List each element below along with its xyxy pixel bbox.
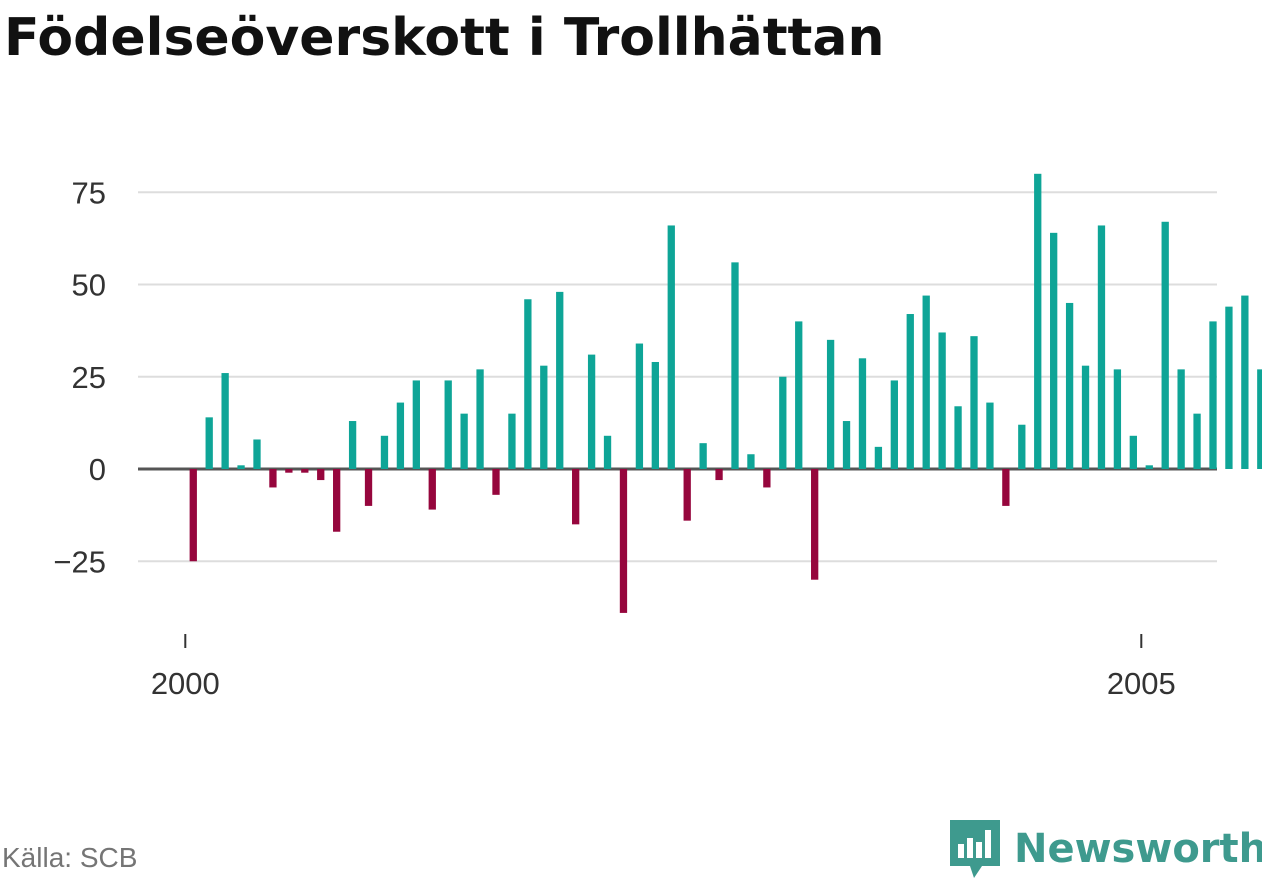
bar	[683, 469, 691, 521]
newsworthy-logo-icon	[950, 820, 1000, 878]
bar	[1097, 225, 1106, 469]
bar	[540, 365, 548, 469]
brand-name: Newsworthy	[1014, 826, 1262, 872]
bar	[1209, 321, 1217, 469]
x-tick-label: 2000	[151, 666, 220, 701]
bar	[1145, 465, 1153, 469]
bar	[1177, 369, 1185, 469]
bar	[779, 376, 787, 469]
bar	[970, 336, 978, 469]
bars	[189, 173, 1262, 613]
bar	[619, 469, 628, 613]
bar	[428, 469, 436, 510]
bar	[842, 421, 851, 469]
bar	[396, 402, 405, 469]
bar	[269, 469, 277, 488]
bar	[890, 380, 898, 469]
bar	[874, 446, 883, 469]
x-axis: 200020052010201520202025	[151, 634, 1176, 701]
bar	[460, 413, 468, 469]
x-tick-label: 2005	[1107, 666, 1176, 701]
bar	[189, 469, 197, 562]
y-tick-label: 25	[72, 360, 106, 395]
bar	[667, 225, 675, 469]
bar	[572, 469, 580, 525]
bar	[731, 262, 739, 469]
chart-title: Födelseöverskott i Trollhättan	[4, 8, 885, 68]
bar	[938, 332, 946, 469]
bar	[954, 406, 962, 469]
y-tick-label: 0	[89, 452, 106, 487]
bar	[1129, 435, 1137, 469]
y-axis-tick-labels: −25 0 25 50 75	[53, 175, 106, 579]
bar	[317, 469, 325, 481]
y-tick-label: 75	[72, 175, 106, 210]
bar	[603, 435, 612, 469]
bar	[587, 354, 596, 469]
source-note: Källa: SCB	[2, 842, 138, 873]
bar	[1225, 306, 1233, 469]
bar	[221, 373, 229, 469]
bar	[1002, 469, 1010, 506]
bar	[811, 469, 819, 580]
bar	[922, 295, 930, 469]
bar	[205, 417, 213, 469]
bar	[444, 380, 452, 469]
bar	[380, 435, 389, 469]
bar	[348, 421, 357, 469]
bar	[1034, 173, 1042, 470]
bar	[763, 469, 771, 488]
bar	[364, 469, 373, 506]
bar	[715, 469, 723, 481]
bar	[508, 413, 516, 469]
bar	[492, 469, 500, 495]
bar	[795, 321, 803, 469]
bar	[1241, 295, 1249, 469]
y-tick-label: 50	[72, 268, 106, 303]
bar	[237, 465, 245, 469]
bar	[524, 299, 532, 469]
bar	[1193, 413, 1201, 469]
bar	[651, 361, 659, 469]
bar	[699, 443, 707, 469]
bar	[1161, 221, 1169, 469]
bar	[301, 469, 309, 473]
bar	[635, 343, 644, 469]
brand-logo: Newsworthy	[950, 820, 1262, 878]
bar	[253, 439, 261, 469]
bar	[986, 402, 994, 469]
bar	[333, 469, 341, 532]
bar	[1113, 369, 1122, 469]
bar	[906, 314, 914, 469]
bar	[285, 469, 293, 473]
y-tick-label: −25	[53, 544, 106, 579]
bar	[476, 369, 484, 469]
bar	[747, 454, 755, 469]
bar	[1065, 302, 1074, 469]
bar	[1050, 232, 1058, 469]
bar	[556, 291, 564, 469]
bar	[826, 339, 835, 469]
bar	[858, 358, 867, 469]
bar	[1257, 369, 1262, 469]
bar	[1018, 424, 1026, 469]
bar	[412, 380, 420, 469]
bar	[1081, 365, 1090, 469]
